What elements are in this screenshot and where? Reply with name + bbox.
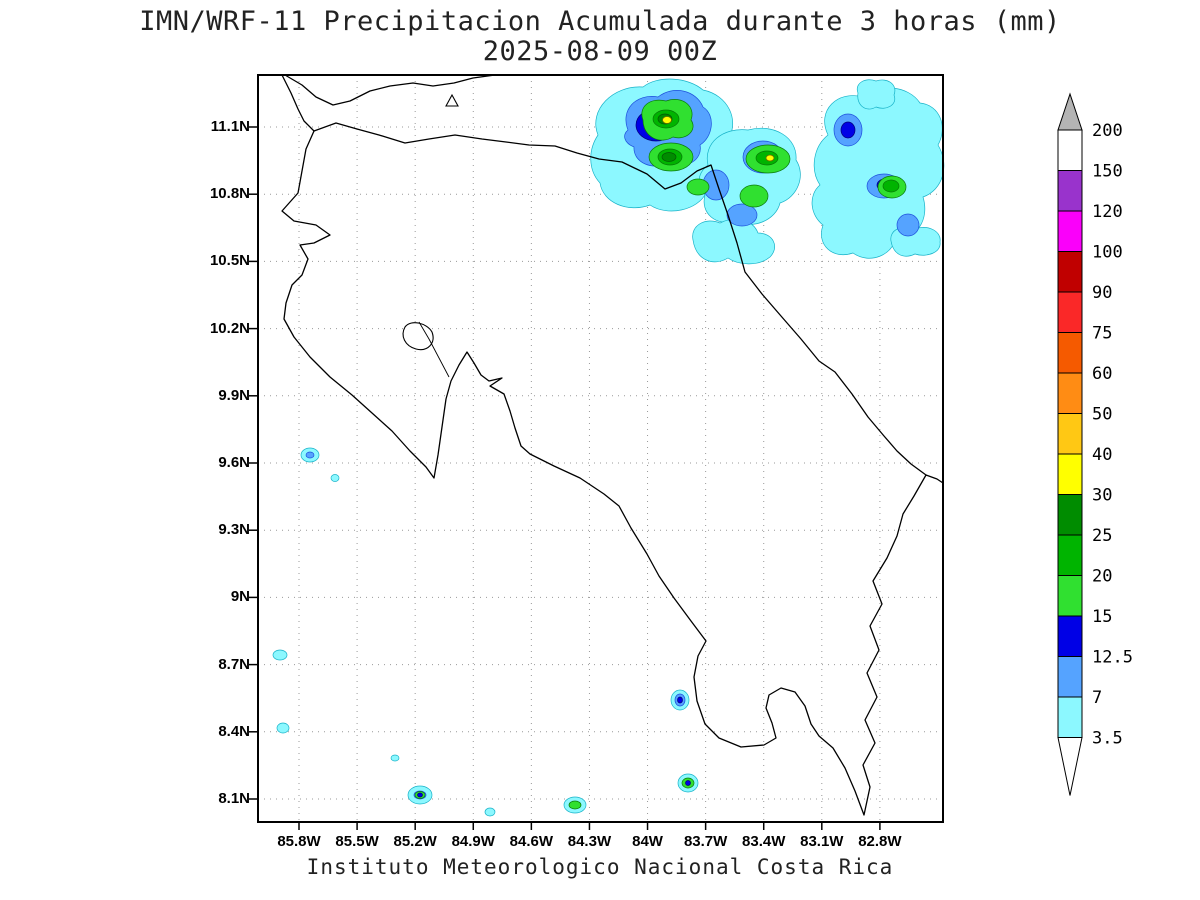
colorbar-segment bbox=[1057, 129, 1083, 171]
colorbar-level-label: 15 bbox=[1092, 607, 1112, 627]
colorbar-segment bbox=[1057, 291, 1083, 333]
costa-rica-precipitation-map bbox=[249, 74, 945, 830]
tempisque-river bbox=[418, 321, 450, 378]
lon-tick-label: 83.1W bbox=[800, 833, 844, 850]
lake-island bbox=[445, 93, 459, 107]
colorbar-segment bbox=[1057, 494, 1083, 536]
map-title: IMN/WRF-11 Precipitacion Acumulada duran… bbox=[139, 6, 1061, 37]
lat-tick-label: 10.5N bbox=[209, 252, 250, 270]
colorbar-level-label: 150 bbox=[1092, 162, 1123, 182]
colorbar-segment bbox=[1057, 332, 1083, 374]
pacific-coast-and-panama-border bbox=[281, 74, 944, 816]
peak-yellow-cell-east bbox=[765, 154, 775, 162]
lon-tick-label: 83.4W bbox=[742, 833, 786, 850]
lat-tick-label: 10.2N bbox=[209, 319, 250, 337]
colorbar-segment bbox=[1057, 696, 1083, 738]
map-border-frame bbox=[257, 74, 944, 823]
lat-tick-label: 11.1N bbox=[210, 118, 250, 135]
colorbar-segment bbox=[1057, 413, 1083, 455]
lon-tick-label: 83.7W bbox=[683, 833, 728, 850]
map-caption: Instituto Meteorologico Nacional Costa R… bbox=[306, 855, 894, 879]
colorbar-segment bbox=[1057, 210, 1083, 252]
grid-lines bbox=[258, 75, 943, 822]
lat-tick-label: 10.8N bbox=[209, 185, 250, 203]
map-subtitle: 2025-08-09 00Z bbox=[482, 36, 718, 67]
colorbar-segment bbox=[1057, 170, 1083, 212]
lon-tick-label: 84.3W bbox=[567, 833, 612, 850]
colorbar-level-label: 25 bbox=[1092, 526, 1112, 546]
lake-nicaragua-shore bbox=[284, 74, 496, 106]
lat-tick-label: 9N bbox=[230, 588, 250, 606]
precipitation-shading bbox=[272, 78, 945, 817]
colorbar-segment bbox=[1057, 372, 1083, 414]
colorbar-above-max-triangle bbox=[1057, 92, 1083, 131]
colorbar-level-label: 50 bbox=[1092, 405, 1112, 425]
precip-3.5mm-layer bbox=[272, 78, 945, 817]
lon-tick-label: 85.8W bbox=[277, 833, 321, 850]
colorbar-level-label: 3.5 bbox=[1092, 729, 1123, 749]
lake-arenal bbox=[402, 322, 434, 351]
axis-ticks bbox=[249, 126, 881, 830]
colorbar-level-label: 100 bbox=[1092, 243, 1123, 263]
colorbar-level-label: 40 bbox=[1092, 445, 1112, 465]
lon-tick-label: 85.5W bbox=[335, 833, 379, 850]
precipitation-colorbar: 200 150 120 100 90 75 60 50 40 30 25 20 15 12.5 7 3.5 bbox=[1057, 92, 1133, 796]
colorbar-level-label: 75 bbox=[1092, 324, 1112, 344]
lon-tick-label: 84W bbox=[632, 833, 663, 850]
lon-tick-label: 82.8W bbox=[858, 833, 902, 850]
lat-tick-label: 9.3N bbox=[218, 521, 250, 539]
nicaragua-border-and-caribbean-coast bbox=[313, 122, 927, 476]
coastline-outline bbox=[281, 74, 944, 816]
colorbar-segment bbox=[1057, 453, 1083, 495]
lon-tick-label: 85.2W bbox=[393, 833, 437, 850]
colorbar-segment bbox=[1057, 251, 1083, 293]
lat-tick-label: 8.4N bbox=[218, 722, 250, 740]
colorbar-segment bbox=[1057, 534, 1083, 576]
colorbar-segment bbox=[1057, 656, 1083, 698]
lat-tick-label: 8.7N bbox=[218, 655, 250, 673]
peak-yellow-cell-west bbox=[662, 116, 672, 124]
colorbar-level-label: 200 bbox=[1092, 121, 1123, 141]
colorbar-level-label: 12.5 bbox=[1092, 648, 1133, 668]
colorbar-segment bbox=[1057, 615, 1083, 657]
lat-tick-label: 9.6N bbox=[218, 454, 250, 471]
colorbar-level-label: 90 bbox=[1092, 283, 1112, 303]
colorbar-level-label: 60 bbox=[1092, 364, 1112, 384]
lat-tick-label: 9.9N bbox=[218, 386, 250, 404]
colorbar-level-label: 20 bbox=[1092, 567, 1112, 587]
colorbar-segment bbox=[1057, 575, 1083, 617]
lon-tick-label: 84.6W bbox=[509, 833, 554, 850]
precip-30mm-peaks bbox=[662, 116, 775, 162]
colorbar-level-label: 7 bbox=[1092, 688, 1102, 708]
lat-tick-label: 8.1N bbox=[218, 790, 250, 807]
lon-tick-label: 84.9W bbox=[451, 833, 495, 850]
precip-small-cores bbox=[417, 696, 691, 798]
colorbar-level-label: 120 bbox=[1092, 202, 1123, 222]
colorbar-level-label: 30 bbox=[1092, 486, 1112, 506]
colorbar-below-min-triangle bbox=[1057, 737, 1083, 796]
